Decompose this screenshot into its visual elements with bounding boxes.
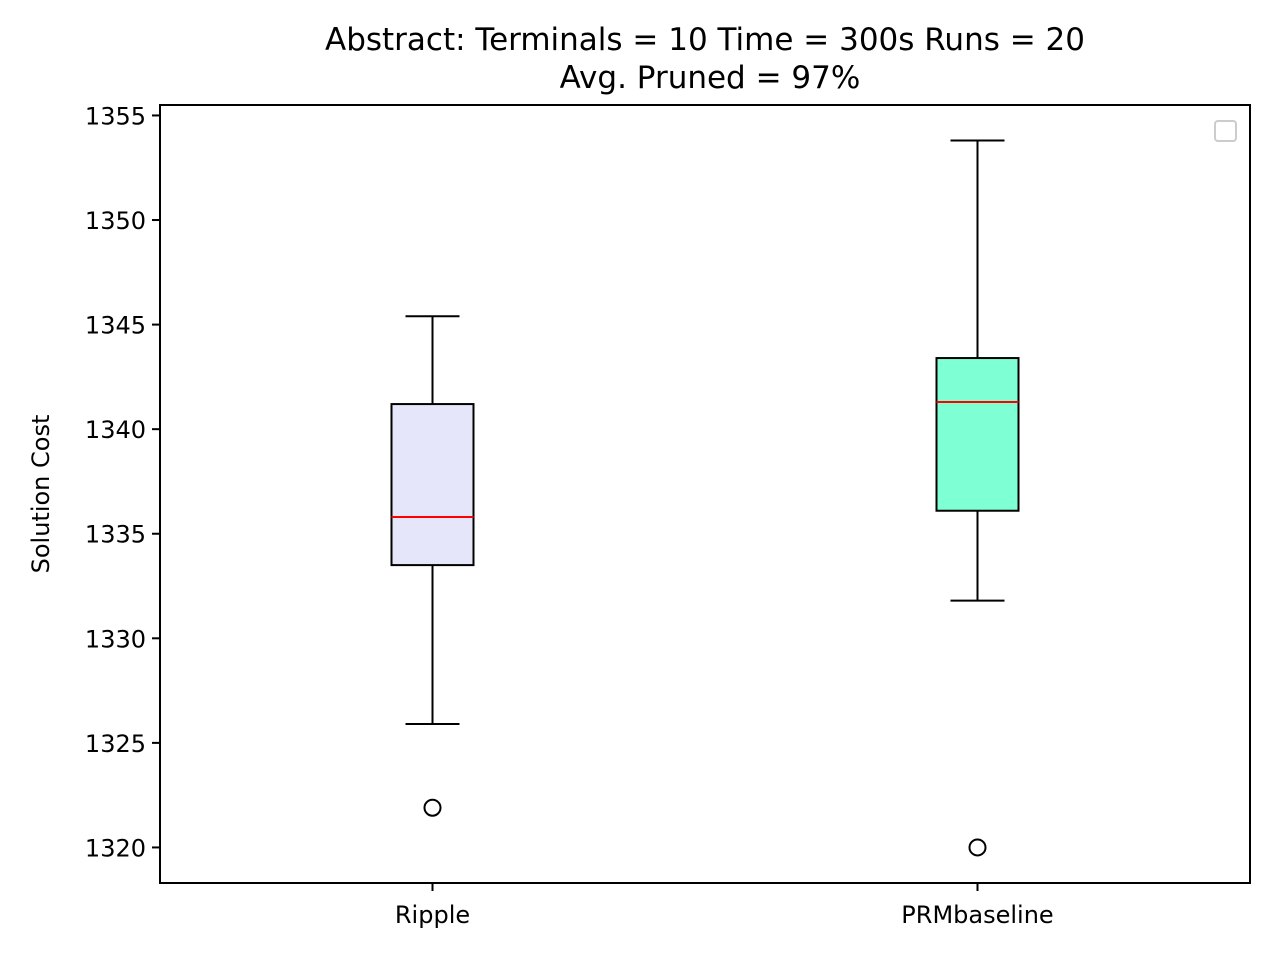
y-tick-label: 1345 [85,312,146,340]
iqr-box [935,357,1020,512]
y-tick-label: 1325 [85,730,146,758]
x-tick-label: PRMbaseline [901,901,1053,929]
y-axis: 1320 1325 1330 1335 1340 1345 1350 1355 [85,102,160,862]
y-tick-label: 1355 [85,102,146,130]
y-tick-label: 1320 [85,834,146,862]
plot-area-frame [159,104,1251,884]
y-tick-label: 1350 [85,207,146,235]
y-tick-label: 1340 [85,416,146,444]
chart-title: Abstract: Terminals = 10 Time = 300s Run… [325,22,1085,58]
legend-box [1214,120,1237,142]
boxes [390,139,1020,857]
x-tick-label: Ripple [395,901,470,929]
iqr-box [390,403,475,567]
x-axis: Ripple PRMbaseline [395,883,1054,929]
box-prmbaseline [935,139,1020,857]
box-ripple [390,315,475,817]
y-tick-label: 1335 [85,521,146,549]
y-axis-label: Solution Cost [27,415,55,574]
chart-subtitle: Avg. Pruned = 97% [560,60,861,96]
y-tick-label: 1330 [85,625,146,653]
outlier-point [423,798,442,817]
outlier-point [968,838,987,857]
